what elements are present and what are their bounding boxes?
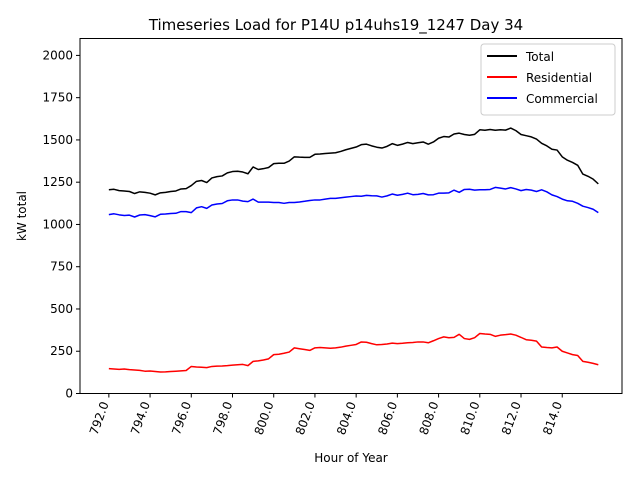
legend-label-commercial: Commercial	[526, 92, 598, 106]
legend-entries: Total Residential Commercial	[487, 50, 598, 106]
x-tick-label: 800.0	[252, 400, 277, 437]
y-tick-label: 500	[50, 302, 73, 316]
series-line-commercial	[108, 186, 599, 218]
x-tick-label: 798.0	[210, 400, 235, 437]
legend-label-total: Total	[525, 50, 554, 64]
y-tick-label: 0	[65, 387, 73, 401]
legend-label-residential: Residential	[526, 71, 592, 85]
x-tick-label: 812.0	[499, 400, 524, 437]
plot-frame	[79, 38, 623, 394]
series-line-residential	[108, 332, 599, 373]
x-tick-label: 810.0	[458, 400, 483, 437]
y-tick-label: 750	[50, 260, 73, 274]
series-line-total	[108, 127, 599, 196]
x-tick-label: 794.0	[128, 400, 153, 437]
x-tick-label: 806.0	[375, 400, 400, 437]
x-axis: 792.0 794.0 796.0 798.0 800.0 802.0 804.0 806.0…	[87, 393, 565, 437]
y-tick-label: 1250	[42, 175, 73, 189]
y-tick-label: 1500	[42, 133, 73, 147]
x-tick-label: 802.0	[293, 400, 318, 437]
series-layer	[108, 127, 599, 373]
y-tick-label: 250	[50, 344, 73, 358]
x-tick-label: 808.0	[416, 400, 441, 437]
x-tick-label: 792.0	[87, 400, 112, 437]
x-tick-label: 814.0	[540, 400, 565, 437]
x-tick-label: 804.0	[334, 400, 359, 437]
legend: Total Residential Commercial	[480, 43, 616, 116]
y-tick-label: 1000	[42, 217, 73, 231]
y-tick-label: 1750	[42, 91, 73, 105]
chart-title: Timeseries Load for P14U p14uhs19_1247 D…	[148, 16, 523, 35]
x-tick-label: 796.0	[169, 400, 194, 437]
y-tick-label: 2000	[42, 48, 73, 62]
y-axis: 0 250 500 750 1000 1250 1500 1750 2000	[42, 48, 80, 401]
y-axis-label: kW total	[15, 191, 29, 241]
x-axis-label: Hour of Year	[314, 451, 388, 465]
